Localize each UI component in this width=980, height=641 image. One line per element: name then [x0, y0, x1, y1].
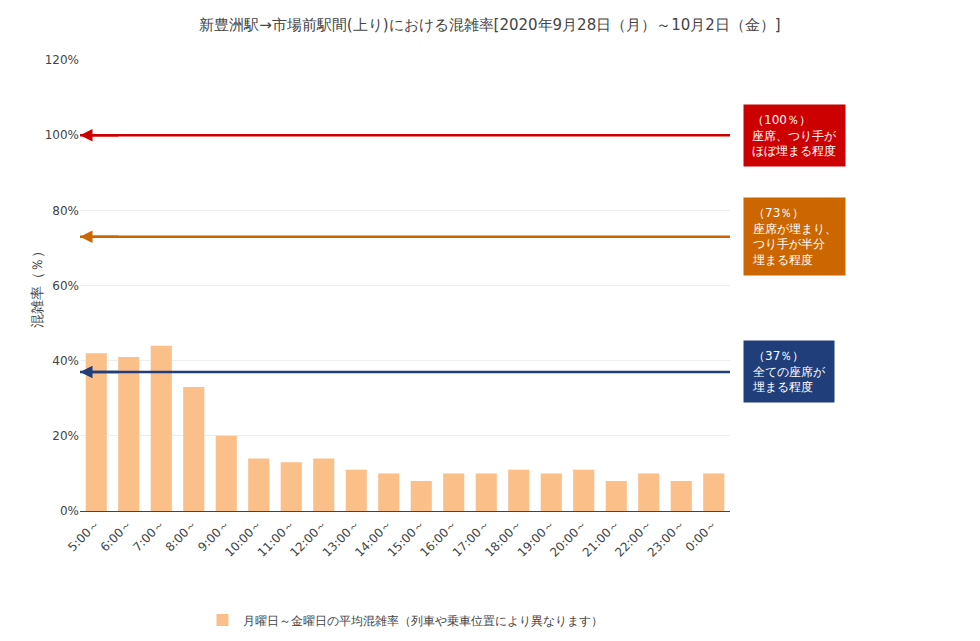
- svg-text:5:00～: 5:00～: [65, 517, 102, 554]
- svg-text:8:00～: 8:00～: [163, 517, 200, 554]
- svg-text:混雑率（％）: 混雑率（％）: [29, 244, 45, 328]
- svg-text:6:00～: 6:00～: [98, 517, 135, 554]
- svg-text:60%: 60%: [52, 279, 79, 293]
- svg-text:19:00～: 19:00～: [515, 517, 558, 560]
- svg-text:23:00～: 23:00～: [645, 517, 688, 560]
- svg-text:13:00～: 13:00～: [320, 517, 363, 560]
- svg-text:15:00～: 15:00～: [385, 517, 428, 560]
- svg-text:11:00～: 11:00～: [255, 517, 298, 560]
- svg-text:80%: 80%: [52, 204, 79, 218]
- svg-text:17:00～: 17:00～: [450, 517, 493, 560]
- svg-text:14:00～: 14:00～: [352, 517, 395, 560]
- svg-text:新豊洲駅→市場前駅間(上り)における混雑率[2020年9月2: 新豊洲駅→市場前駅間(上り)における混雑率[2020年9月28日（月）～10月2…: [199, 16, 780, 34]
- svg-text:9:00～: 9:00～: [195, 517, 232, 554]
- svg-text:40%: 40%: [52, 354, 79, 368]
- svg-text:12:00～: 12:00～: [287, 517, 330, 560]
- svg-text:0%: 0%: [60, 504, 79, 518]
- svg-text:18:00～: 18:00～: [482, 517, 525, 560]
- svg-text:16:00～: 16:00～: [417, 517, 460, 560]
- svg-text:10:00～: 10:00～: [222, 517, 265, 560]
- svg-text:20%: 20%: [52, 429, 79, 443]
- svg-text:（73％）座席が埋まり、つり手が半分埋まる程度: （73％）座席が埋まり、つり手が半分埋まる程度: [752, 206, 837, 267]
- svg-text:7:00～: 7:00～: [130, 517, 167, 554]
- svg-text:（37％）全ての座席が埋まる程度: （37％）全ての座席が埋まる程度: [752, 349, 826, 394]
- svg-text:100%: 100%: [45, 128, 79, 142]
- svg-text:21:00～: 21:00～: [580, 517, 623, 560]
- svg-text:月曜日～金曜日の平均混雑率（列車や乗車位置により異なります）: 月曜日～金曜日の平均混雑率（列車や乗車位置により異なります）: [243, 614, 603, 628]
- svg-text:0:00～: 0:00～: [683, 517, 720, 554]
- svg-text:22:00～: 22:00～: [612, 517, 655, 560]
- svg-text:20:00～: 20:00～: [547, 517, 590, 560]
- svg-text:（100％）座席、つり手がほぼ埋まる程度: （100％）座席、つり手がほぼ埋まる程度: [752, 113, 837, 158]
- svg-text:120%: 120%: [45, 53, 79, 67]
